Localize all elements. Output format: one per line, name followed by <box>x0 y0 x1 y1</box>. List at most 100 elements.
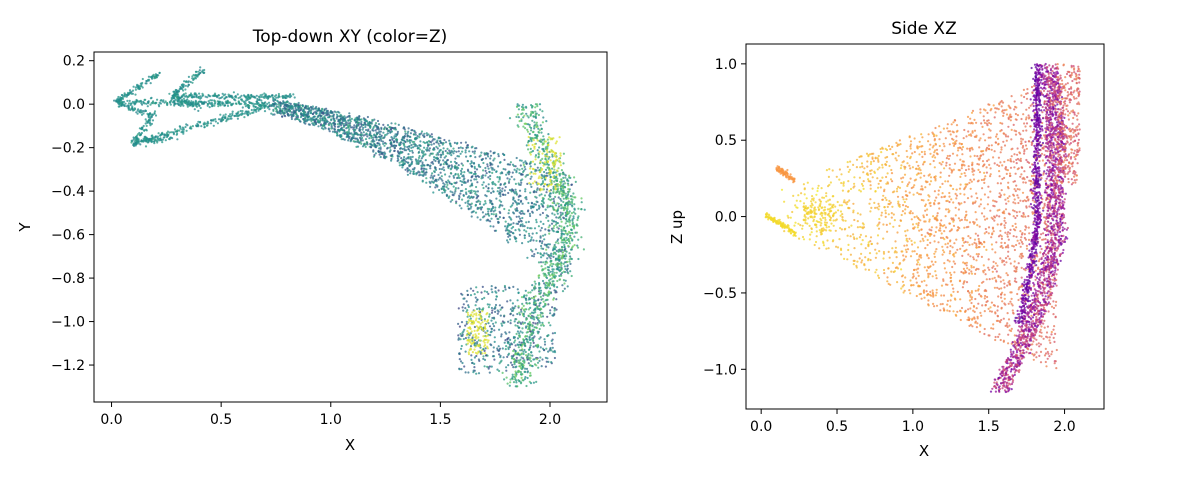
scatter-point <box>270 113 272 115</box>
scatter-point <box>553 225 555 227</box>
scatter-point <box>325 127 327 129</box>
scatter-point <box>475 319 477 321</box>
scatter-point <box>130 102 132 104</box>
scatter-point <box>562 233 564 235</box>
scatter-point <box>184 88 186 90</box>
scatter-point <box>358 115 360 117</box>
scatter-point <box>458 155 460 157</box>
scatter-point <box>420 168 422 170</box>
scatter-point <box>536 209 538 211</box>
scatter-point <box>509 117 511 119</box>
scatter-point <box>530 178 532 180</box>
scatter-point <box>553 171 555 173</box>
scatter-point <box>152 138 154 140</box>
scatter-point <box>515 165 517 167</box>
scatter-point <box>481 159 483 161</box>
scatter-point <box>543 305 545 307</box>
scatter-point <box>542 135 544 137</box>
scatter-point <box>472 334 474 336</box>
scatter-point <box>561 246 563 248</box>
scatter-point <box>530 382 532 384</box>
scatter-point <box>537 182 539 184</box>
scatter-point <box>522 366 524 368</box>
scatter-point <box>549 264 551 266</box>
scatter-point <box>552 206 554 208</box>
scatter-point <box>425 149 427 151</box>
scatter-point <box>195 94 197 96</box>
scatter-point <box>519 159 521 161</box>
scatter-point <box>398 144 400 146</box>
scatter-point <box>492 190 494 192</box>
scatter-point <box>214 95 216 97</box>
scatter-point <box>184 126 186 128</box>
scatter-point <box>556 180 558 182</box>
y-tick-label: −0.8 <box>51 271 85 287</box>
scatter-point <box>571 229 573 231</box>
scatter-point <box>544 286 546 288</box>
scatter-point <box>523 349 525 351</box>
scatter-point <box>535 283 537 285</box>
scatter-point <box>487 208 489 210</box>
scatter-point <box>394 123 396 125</box>
scatter-point <box>520 330 522 332</box>
scatter-point <box>484 324 486 326</box>
scatter-point <box>503 159 505 161</box>
scatter-point <box>151 76 153 78</box>
scatter-point <box>531 284 533 286</box>
scatter-point <box>546 188 548 190</box>
scatter-point <box>473 313 475 315</box>
scatter-point <box>554 196 556 198</box>
scatter-point <box>530 113 532 115</box>
scatter-point <box>359 137 361 139</box>
scatter-point <box>485 354 487 356</box>
scatter-point <box>424 142 426 144</box>
scatter-point <box>137 100 139 102</box>
scatter-point <box>485 170 487 172</box>
scatter-point <box>441 180 443 182</box>
scatter-point <box>471 184 473 186</box>
scatter-point <box>335 111 337 113</box>
scatter-point <box>470 288 472 290</box>
scatter-point <box>504 331 506 333</box>
scatter-point <box>491 172 493 174</box>
scatter-point <box>221 117 223 119</box>
scatter-point <box>239 113 241 115</box>
scatter-point <box>139 88 141 90</box>
scatter-point <box>555 204 557 206</box>
scatter-point <box>514 366 516 368</box>
scatter-point <box>364 126 366 128</box>
scatter-point <box>453 150 455 152</box>
scatter-point <box>493 210 495 212</box>
scatter-point <box>483 204 485 206</box>
scatter-point <box>409 139 411 141</box>
scatter-point <box>367 129 369 131</box>
scatter-point <box>518 332 520 334</box>
scatter-point <box>529 364 531 366</box>
scatter-point <box>499 216 501 218</box>
scatter-point <box>139 100 141 102</box>
scatter-point <box>569 242 571 244</box>
scatter-point <box>517 299 519 301</box>
scatter-point <box>513 307 515 309</box>
scatter-point <box>546 172 548 174</box>
scatter-point <box>518 371 520 373</box>
scatter-point <box>393 144 395 146</box>
scatter-point <box>544 161 546 163</box>
scatter-point <box>527 123 529 125</box>
scatter-point <box>537 367 539 369</box>
scatter-point <box>543 165 545 167</box>
scatter-point <box>547 269 549 271</box>
scatter-point <box>421 161 423 163</box>
scatter-point <box>485 347 487 349</box>
scatter-point <box>553 245 555 247</box>
scatter-point <box>181 84 183 86</box>
scatter-point <box>557 187 559 189</box>
scatter-point <box>526 294 528 296</box>
scatter-point <box>445 141 447 143</box>
scatter-point <box>526 129 528 131</box>
scatter-point <box>390 122 392 124</box>
scatter-point <box>349 124 351 126</box>
scatter-point <box>509 238 511 240</box>
scatter-point <box>152 100 154 102</box>
scatter-point <box>484 167 486 169</box>
